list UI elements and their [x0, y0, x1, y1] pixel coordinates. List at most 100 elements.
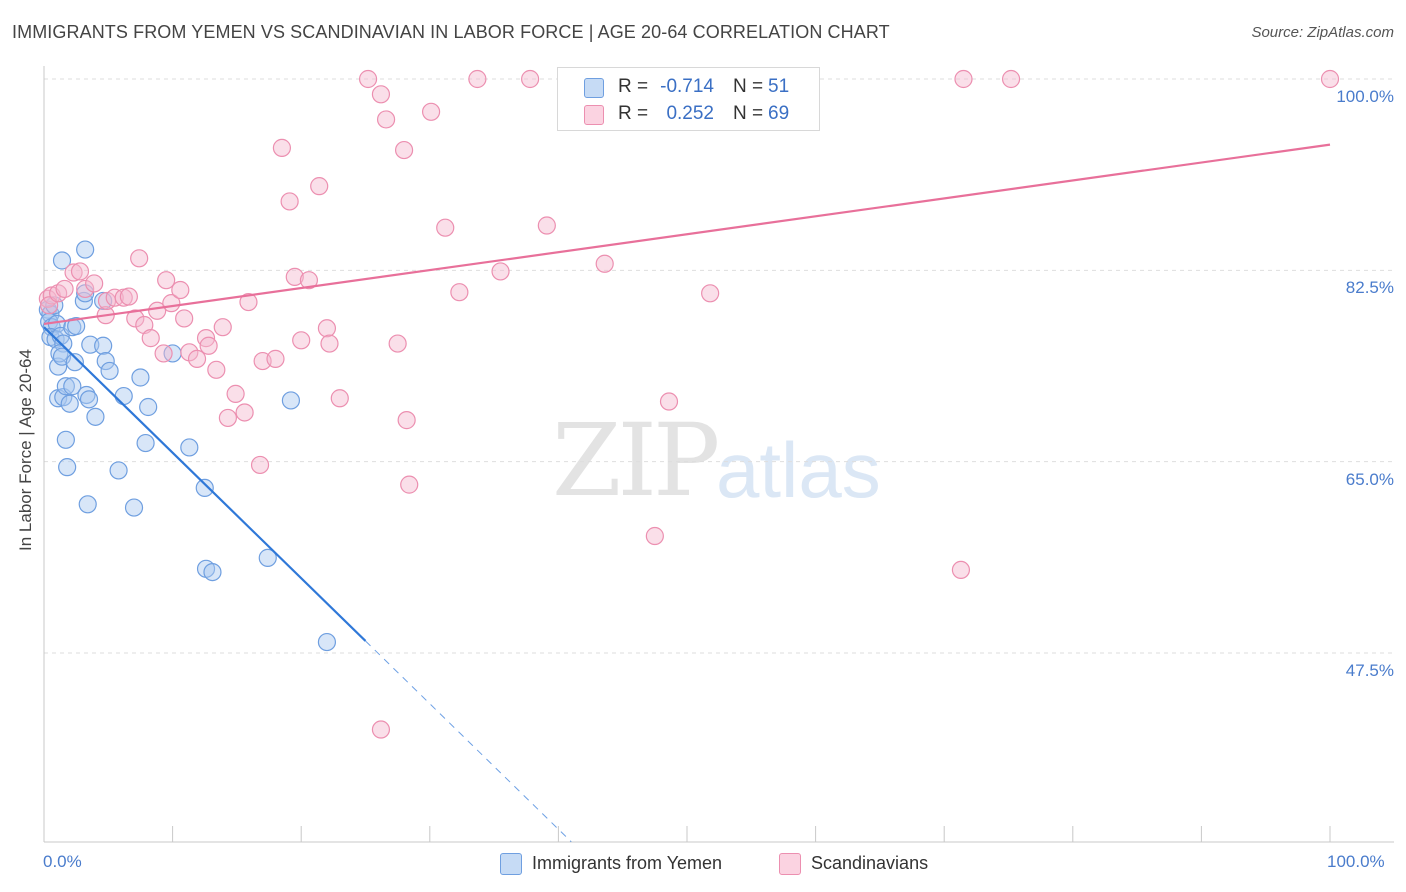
- point-scandinavians: [1001, 69, 1021, 89]
- point-yemen: [76, 284, 95, 303]
- point-scandinavians: [175, 309, 194, 328]
- point-scandinavians: [358, 69, 378, 89]
- point-yemen: [52, 251, 72, 270]
- data-points: [38, 69, 1340, 739]
- point-scandinavians: [130, 249, 149, 268]
- point-scandinavians: [126, 309, 145, 328]
- point-scandinavians: [70, 262, 90, 281]
- point-scandinavians: [239, 292, 258, 312]
- trend-line-yemen: [43, 326, 367, 642]
- x-tick-label-min: 0.0%: [43, 852, 82, 871]
- legend-n-label: N =: [733, 103, 764, 124]
- legend-r-value: -0.714: [660, 76, 714, 97]
- chart-title: IMMIGRANTS FROM YEMEN VS SCANDINAVIAN IN…: [12, 22, 890, 42]
- legend-label-yemen: Immigrants from Yemen: [532, 853, 723, 873]
- legend-n-label: N =: [733, 76, 764, 97]
- point-yemen: [96, 351, 115, 371]
- point-scandinavians: [218, 408, 237, 428]
- point-scandinavians: [537, 216, 556, 235]
- point-yemen: [50, 344, 69, 363]
- point-yemen: [49, 357, 68, 376]
- point-scandinavians: [521, 69, 540, 89]
- point-scandinavians: [55, 279, 74, 299]
- legend-n-value: 51: [768, 76, 790, 97]
- point-yemen: [76, 240, 95, 259]
- point-scandinavians: [119, 287, 138, 306]
- point-scandinavians: [397, 411, 416, 430]
- point-scandinavians: [292, 331, 311, 350]
- point-scandinavians: [64, 263, 83, 282]
- legend-r-label: R =: [618, 76, 649, 97]
- point-scandinavians: [285, 267, 304, 286]
- watermark-zip: ZIP: [552, 402, 720, 519]
- legend-swatch-yemen: [500, 853, 522, 875]
- point-scandinavians: [235, 403, 254, 422]
- point-scandinavians: [226, 384, 245, 403]
- source-credit: Source: ZipAtlas.com: [1251, 24, 1394, 41]
- point-yemen: [78, 495, 97, 514]
- trend-extension-yemen: [365, 640, 572, 843]
- point-scandinavians: [266, 349, 285, 368]
- point-scandinavians: [1320, 69, 1340, 89]
- point-scandinavians: [388, 334, 407, 353]
- point-scandinavians: [154, 344, 173, 363]
- y-tick-label: 47.5%: [1345, 661, 1394, 680]
- point-scandinavians: [371, 720, 391, 739]
- point-yemen: [114, 386, 133, 406]
- point-scandinavians: [320, 334, 339, 353]
- point-yemen: [195, 478, 214, 498]
- point-scandinavians: [371, 85, 391, 104]
- point-yemen: [94, 336, 113, 355]
- point-scandinavians: [199, 336, 218, 355]
- point-scandinavians: [394, 140, 414, 160]
- point-scandinavians: [207, 360, 226, 379]
- point-yemen: [63, 377, 82, 396]
- point-scandinavians: [951, 560, 971, 580]
- correlation-legend: R = -0.714 N = 51 R = 0.252 N = 69: [557, 67, 820, 131]
- point-scandinavians: [141, 329, 160, 348]
- point-scandinavians: [436, 218, 455, 237]
- point-yemen: [58, 458, 77, 477]
- point-scandinavians: [376, 110, 396, 129]
- point-yemen: [124, 498, 144, 517]
- x-tick-label-max: 100.0%: [1327, 852, 1385, 871]
- point-scandinavians: [317, 319, 337, 338]
- point-yemen: [139, 397, 158, 417]
- trend-line-scandinavians: [43, 143, 1331, 325]
- point-scandinavians: [213, 318, 232, 337]
- point-scandinavians: [250, 455, 270, 475]
- point-yemen: [109, 461, 128, 480]
- point-yemen: [54, 334, 73, 353]
- point-scandinavians: [421, 102, 441, 121]
- y-tick-label: 82.5%: [1345, 278, 1394, 298]
- point-scandinavians: [450, 283, 469, 302]
- legend-swatch-scandinavians: [584, 105, 604, 125]
- point-scandinavians: [330, 389, 349, 408]
- point-yemen: [203, 562, 222, 582]
- point-scandinavians: [40, 296, 59, 315]
- point-yemen: [180, 438, 199, 457]
- legend-r-value: 0.252: [666, 103, 714, 124]
- point-scandinavians: [645, 526, 664, 546]
- point-yemen: [60, 394, 79, 413]
- point-scandinavians: [491, 262, 510, 281]
- point-scandinavians: [659, 392, 679, 411]
- point-yemen: [94, 291, 113, 311]
- legend-row-scandinavians: R = 0.252 N = 69: [558, 101, 819, 127]
- point-yemen: [131, 368, 150, 387]
- trend-lines: [43, 143, 1331, 843]
- y-tick-label: 65.0%: [1345, 469, 1394, 489]
- point-scandinavians: [171, 280, 190, 300]
- point-yemen: [317, 632, 337, 652]
- point-yemen: [56, 430, 75, 449]
- grid-lines: [44, 78, 1394, 654]
- y-tick-label: 100.0%: [1336, 87, 1394, 106]
- point-scandinavians: [310, 177, 329, 196]
- point-scandinavians: [701, 284, 720, 303]
- point-yemen: [281, 391, 301, 410]
- point-scandinavians: [954, 69, 973, 89]
- point-yemen: [67, 316, 86, 336]
- point-scandinavians: [299, 271, 319, 290]
- point-scandinavians: [85, 274, 104, 293]
